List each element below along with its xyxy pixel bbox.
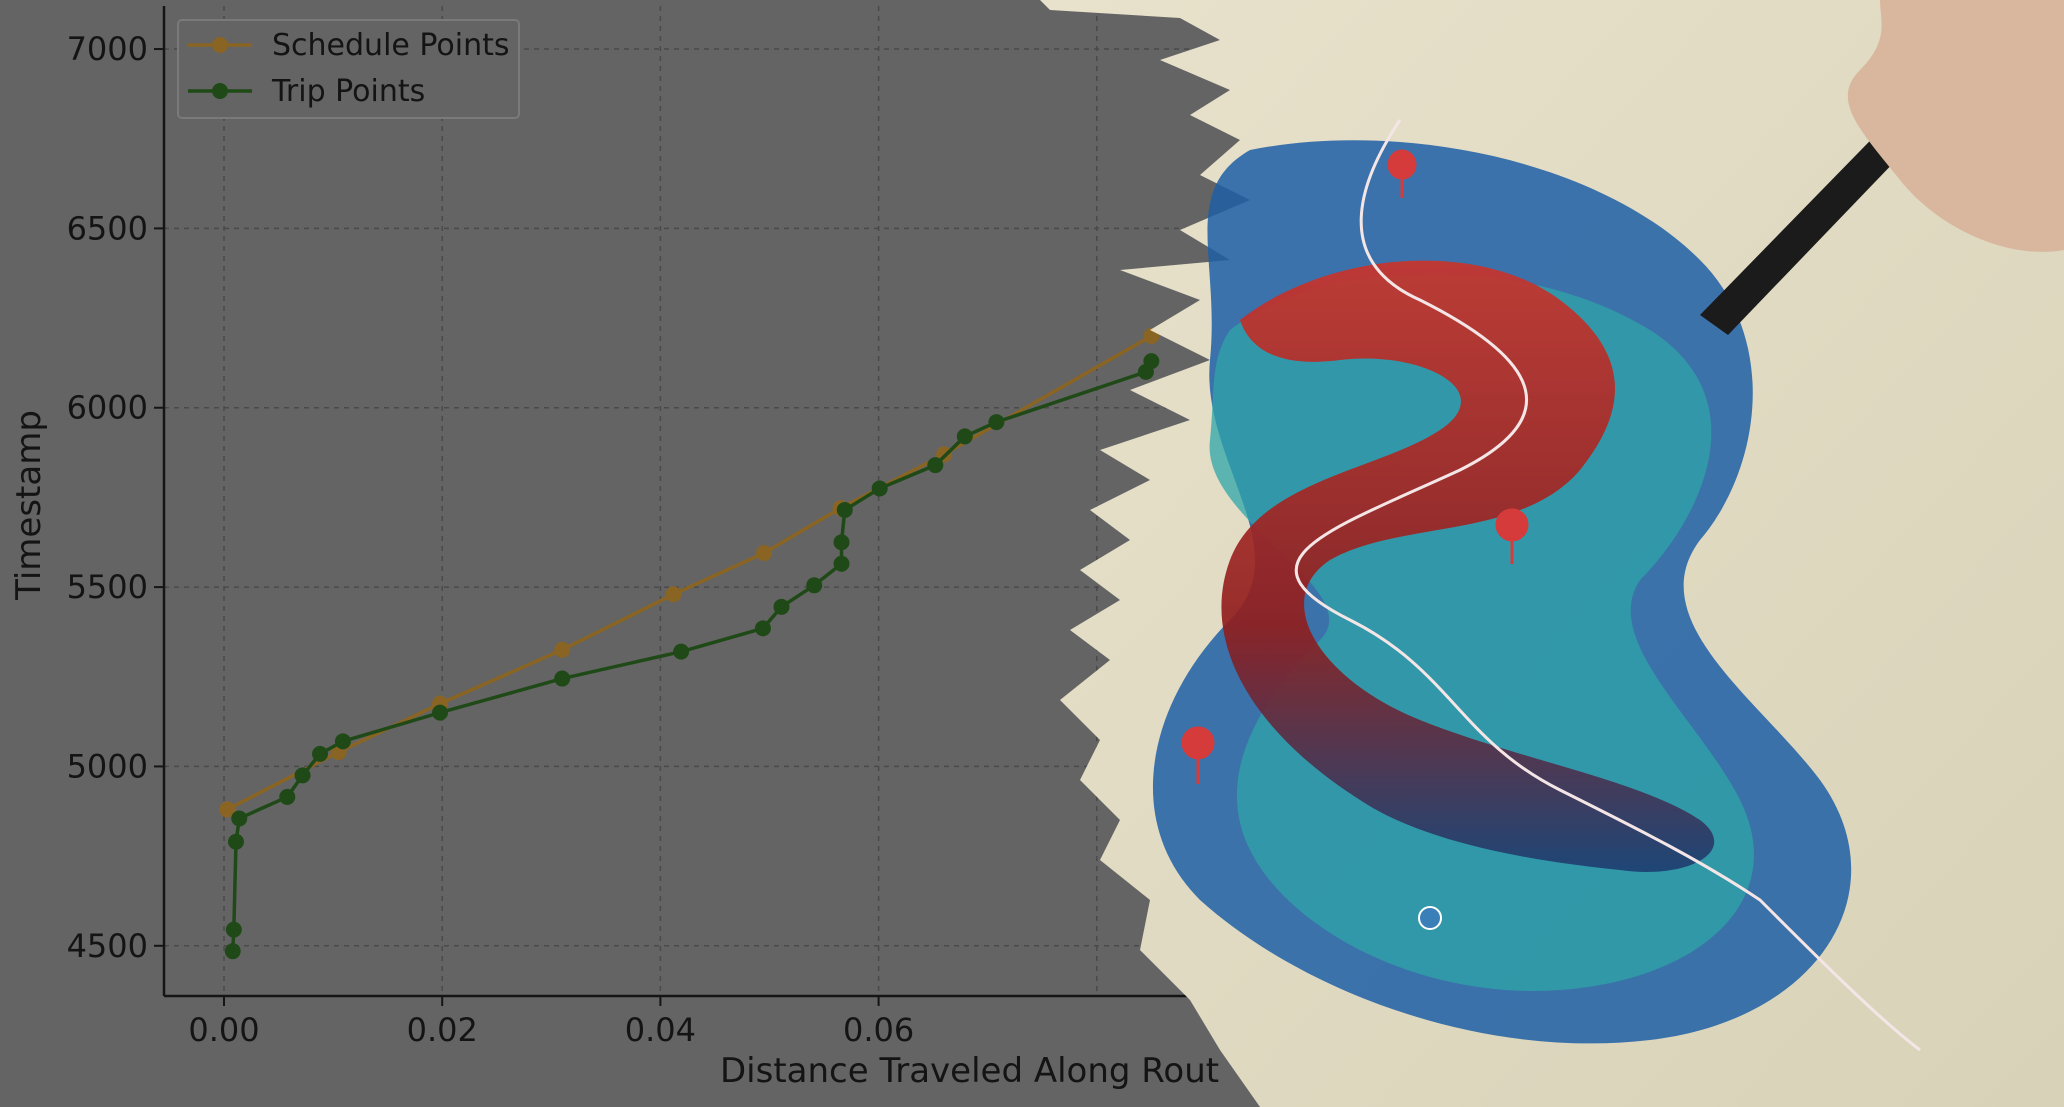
pen-icon bbox=[1700, 110, 1925, 335]
y-axis-label: Timestamp bbox=[9, 410, 49, 601]
trip-points-point bbox=[1143, 353, 1160, 370]
trip-points-point bbox=[312, 745, 329, 762]
trip-points-point bbox=[228, 833, 245, 850]
trip-points-point bbox=[773, 598, 790, 615]
trip-points-point bbox=[988, 414, 1005, 431]
topographic-map-illustration bbox=[1040, 0, 2064, 1107]
trip-points-point bbox=[806, 577, 823, 594]
trip-points-point bbox=[294, 767, 311, 784]
trip-points-point bbox=[224, 943, 241, 960]
legend: Schedule Points Trip Points bbox=[177, 19, 520, 119]
trip-points-point bbox=[836, 501, 853, 518]
schedule-points-point bbox=[665, 586, 682, 603]
axes bbox=[154, 6, 1315, 1006]
trip-points-point bbox=[956, 428, 973, 445]
mountain-ridge bbox=[1221, 260, 1715, 872]
legend-trip-label: Trip Points bbox=[271, 74, 425, 109]
trip-points-point bbox=[833, 555, 850, 572]
x-tick-label: 0.04 bbox=[625, 1011, 696, 1049]
legend-frame bbox=[177, 19, 520, 119]
schedule-points-point bbox=[554, 641, 571, 658]
trip-points-point bbox=[673, 643, 690, 660]
trip-points-point bbox=[927, 457, 944, 474]
y-tick-label: 6500 bbox=[67, 209, 148, 247]
x-tick-label: 0.00 bbox=[188, 1011, 259, 1049]
trip-points-point bbox=[279, 788, 296, 805]
series-layer bbox=[219, 328, 1160, 960]
y-tick-label: 5000 bbox=[67, 747, 148, 785]
map-marker-icon bbox=[1418, 906, 1442, 930]
trip-points-point bbox=[871, 480, 888, 497]
legend-schedule-swatch-marker bbox=[212, 37, 228, 53]
x-tick-label: 0.02 bbox=[407, 1011, 478, 1049]
schedule-points-point bbox=[219, 801, 236, 818]
map-pin-icon bbox=[1181, 726, 1215, 784]
trip-points-point bbox=[754, 620, 771, 637]
legend-trip-swatch-marker bbox=[212, 83, 228, 99]
schedule-points-point bbox=[756, 545, 773, 562]
trip-points-point bbox=[554, 670, 571, 687]
x-axis-label: Distance Traveled Along Rout bbox=[720, 1051, 1219, 1091]
y-tick-label: 6000 bbox=[67, 389, 148, 427]
x-tick-label: 0.06 bbox=[843, 1011, 914, 1049]
tick-labels: 0.00 0.02 0.04 0.06 4500 5000 5500 6000 6500 7000 bbox=[67, 30, 915, 1049]
legend-schedule-label: Schedule Points bbox=[272, 28, 510, 63]
y-tick-label: 5500 bbox=[67, 568, 148, 606]
map-pin-icon bbox=[1495, 508, 1529, 564]
trip-points-point bbox=[231, 810, 248, 827]
trip-points-point bbox=[334, 733, 351, 750]
route-line bbox=[1294, 119, 1921, 1052]
hand-illustration bbox=[1847, 0, 2064, 252]
trip-points-point bbox=[225, 921, 242, 938]
trip-points-point bbox=[432, 704, 449, 721]
y-tick-label: 7000 bbox=[67, 30, 148, 68]
trip-points-point bbox=[833, 534, 850, 551]
map-pin-icon bbox=[1387, 149, 1417, 198]
y-tick-label: 4500 bbox=[67, 927, 148, 965]
